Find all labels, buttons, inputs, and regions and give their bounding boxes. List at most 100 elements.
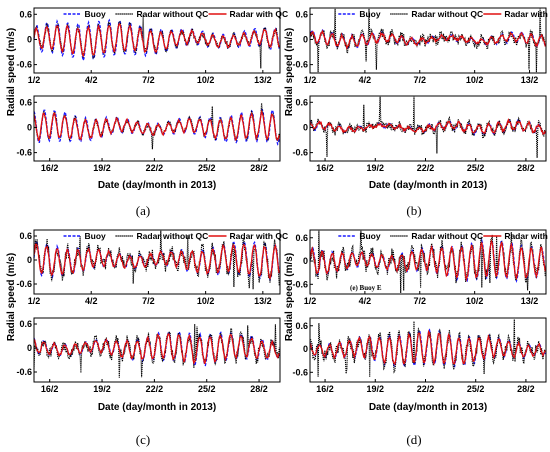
legend: Buoy Radar without QC Radar with QC: [63, 231, 289, 241]
legend-label-radar-with-qc: Radar with QC: [504, 9, 550, 19]
plot-frame: [33, 229, 281, 295]
y-tick-label: 0.6: [295, 9, 308, 19]
plot-frame: [309, 317, 547, 383]
x-tick-label: 16/2: [41, 163, 59, 173]
x-tick-label: 13/2: [521, 296, 539, 306]
plot-frame: [33, 317, 281, 383]
panel-caption: (c): [136, 432, 150, 447]
x-tick-label: 1/2: [28, 75, 41, 85]
y-tick-label: -0.6: [16, 60, 32, 70]
x-axis-label: Date (day/month in 2013): [369, 402, 487, 413]
series-line-radar-with-qc: [309, 118, 546, 136]
x-tick-label: 10/2: [466, 296, 484, 306]
y-tick-label: 0: [27, 34, 32, 44]
y-tick-label: -0.6: [292, 148, 308, 158]
plot-frame: [309, 229, 547, 295]
plot-frame: [33, 95, 281, 162]
x-axis-label: Date (day/month in 2013): [98, 180, 216, 191]
series-line-radar-with-qc: [33, 332, 280, 365]
x-tick-label: 4/2: [359, 296, 372, 306]
y-tick-label: -0.6: [292, 279, 308, 289]
x-tick-label: 4/2: [85, 296, 98, 306]
series-line-radar-with-qc: [33, 22, 280, 58]
legend-label-buoy: Buoy: [359, 231, 381, 241]
x-tick-label: 25/2: [467, 384, 485, 394]
x-axis-label: Date (day/month in 2013): [369, 180, 487, 191]
y-tick-label: 0: [303, 34, 308, 44]
x-tick-label: 7/2: [414, 75, 427, 85]
panel-annotation: (e) Buoy E: [350, 284, 382, 292]
legend-label-buoy: Buoy: [85, 231, 107, 241]
x-tick-label: 25/2: [198, 163, 216, 173]
x-tick-label: 13/2: [254, 75, 272, 85]
x-tick-label: 22/2: [417, 384, 435, 394]
y-tick-label: 0: [27, 343, 32, 353]
x-tick-label: 22/2: [146, 384, 164, 394]
series-line-buoy: [309, 238, 546, 283]
x-tick-label: 7/2: [142, 75, 155, 85]
x-tick-label: 19/2: [367, 163, 385, 173]
y-tick-label: 0.6: [19, 319, 32, 329]
y-tick-label: 0: [303, 344, 308, 354]
subplot-top: 0.6 0 -0.6 1/2 4/2 7/2 10/2 13/2 Buoy Radar witho…: [292, 7, 550, 85]
legend-label-radar-with-qc: Radar with QC: [504, 231, 550, 241]
subplot-bottom: 0.6 0 -0.6 16/2 19/2 22/2 25/2 28/2: [16, 317, 281, 394]
x-tick-label: 4/2: [85, 75, 98, 85]
y-axis-label: Radial speed (m/s): [284, 253, 295, 341]
x-tick-label: 10/2: [197, 296, 215, 306]
y-axis-label: Radial speed (m/s): [284, 28, 295, 116]
x-tick-label: 25/2: [467, 163, 485, 173]
x-tick-label: 16/2: [316, 384, 334, 394]
legend-label-radar-with-qc: Radar with QC: [230, 231, 289, 241]
legend-label-buoy: Buoy: [359, 9, 381, 19]
y-tick-label: 0: [303, 256, 308, 266]
x-tick-label: 19/2: [93, 163, 111, 173]
subplot-bottom: 0.6 0 -0.6 16/2 19/2 22/2 25/2 28/2: [292, 317, 547, 394]
x-tick-label: 19/2: [367, 384, 385, 394]
y-axis-label: Radial speed (m/s): [6, 28, 17, 116]
legend-label-radar-without-qc: Radar without QC: [137, 231, 209, 241]
series-line-radar-with-qc: [33, 243, 280, 280]
x-tick-label: 7/2: [142, 296, 155, 306]
x-tick-label: 13/2: [254, 296, 272, 306]
series-line-radar-with-qc: [309, 239, 546, 282]
legend-label-radar-with-qc: Radar with QC: [230, 9, 289, 19]
subplot-bottom: 0.6 0 -0.6 16/2 19/2 22/2 25/2 28/2: [16, 95, 281, 173]
y-tick-label: -0.6: [16, 148, 32, 158]
x-tick-label: 28/2: [250, 163, 268, 173]
x-tick-label: 16/2: [41, 384, 59, 394]
y-tick-label: 0: [27, 122, 32, 132]
legend-label-radar-without-qc: Radar without QC: [137, 9, 209, 19]
y-tick-label: -0.6: [16, 367, 32, 377]
subplot-top: 0.6 0 -0.6 1/2 4/2 7/2 10/2 13/2 Buoy Radar witho…: [16, 229, 289, 306]
x-tick-label: 19/2: [93, 384, 111, 394]
y-tick-label: -0.6: [292, 60, 308, 70]
chart-panel-4: 0.6 0 -0.6 1/2 4/2 7/2 10/2 13/2 Buoy Radar witho…: [284, 229, 550, 447]
series-line-radar-without-qc: [309, 319, 546, 378]
series-line-radar-without-qc: [33, 323, 280, 378]
subplot-top: 0.6 0 -0.6 1/2 4/2 7/2 10/2 13/2 Buoy Radar witho…: [16, 7, 289, 85]
y-tick-label: 0.6: [19, 9, 32, 19]
chart-panel-3: 0.6 0 -0.6 1/2 4/2 7/2 10/2 13/2 Buoy Radar witho…: [6, 229, 289, 447]
y-tick-label: 0.6: [295, 97, 308, 107]
y-tick-label: 0.6: [295, 321, 308, 331]
x-tick-label: 10/2: [466, 75, 484, 85]
x-tick-label: 1/2: [304, 75, 317, 85]
y-tick-label: 0: [303, 122, 308, 132]
plot-frame: [309, 7, 547, 74]
series-line-radar-with-qc: [309, 29, 546, 51]
x-tick-label: 10/2: [197, 75, 215, 85]
x-tick-label: 4/2: [359, 75, 372, 85]
legend-label-buoy: Buoy: [85, 9, 107, 19]
series-line-buoy: [33, 18, 280, 63]
x-axis-label: Date (day/month in 2013): [98, 402, 216, 413]
y-axis-label: Radial speed (m/s): [6, 253, 17, 341]
plot-frame: [309, 95, 547, 162]
subplot-bottom: 0.6 0 -0.6 16/2 19/2 22/2 25/2 28/2: [292, 95, 547, 173]
x-tick-label: 28/2: [517, 163, 535, 173]
panel-caption: (b): [406, 203, 421, 218]
legend-label-radar-without-qc: Radar without QC: [411, 9, 483, 19]
panel-caption: (d): [406, 432, 421, 447]
x-tick-label: 28/2: [250, 384, 268, 394]
